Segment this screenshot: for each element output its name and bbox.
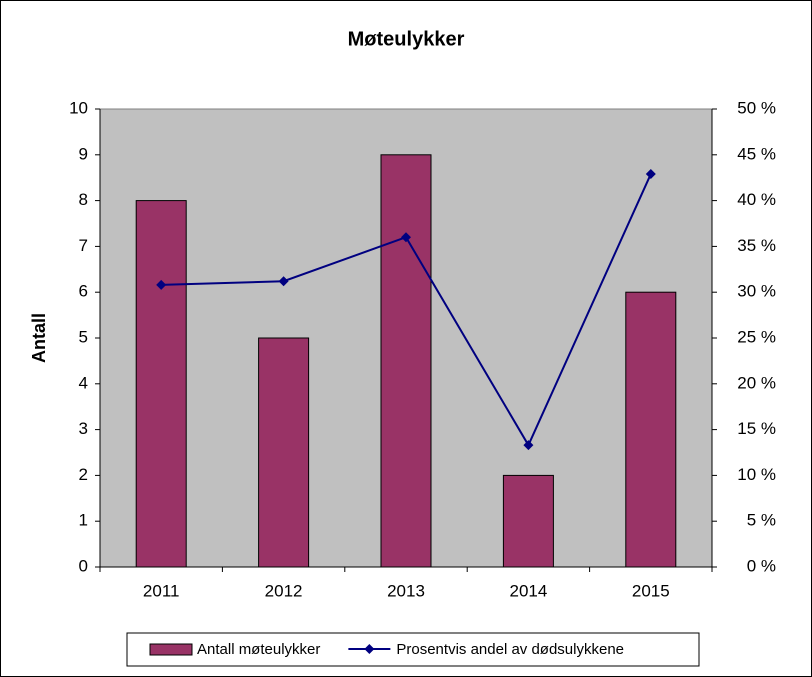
x-tick-label: 2014 bbox=[509, 581, 547, 600]
x-tick-label: 2012 bbox=[265, 581, 303, 600]
bar bbox=[258, 337, 310, 568]
y2-tick-label: 30 % bbox=[737, 282, 776, 301]
y-tick-label: 1 bbox=[79, 511, 88, 530]
y2-tick-label: 5 % bbox=[747, 511, 776, 530]
y2-tick-label: 45 % bbox=[737, 144, 776, 163]
y-tick-label: 3 bbox=[79, 419, 88, 438]
y2-tick-label: 15 % bbox=[737, 419, 776, 438]
y-axis-title: Antall bbox=[29, 313, 49, 363]
x-tick-label: 2013 bbox=[387, 581, 425, 600]
y-tick-label: 8 bbox=[79, 190, 88, 209]
marker bbox=[156, 279, 167, 290]
y-tick-label: 6 bbox=[79, 282, 88, 301]
legend-label: Antall møteulykker bbox=[197, 641, 320, 658]
marker bbox=[401, 232, 411, 243]
marker bbox=[523, 440, 534, 451]
y2-tick-label: 0 % bbox=[747, 556, 776, 575]
legend-box bbox=[126, 632, 700, 667]
chart-title: Møteulykker bbox=[348, 28, 465, 50]
bar bbox=[380, 154, 432, 568]
x-tick-label: 2015 bbox=[632, 581, 670, 600]
x-tick-label: 2011 bbox=[143, 581, 180, 600]
y-tick-label: 9 bbox=[79, 144, 88, 163]
y-tick-label: 2 bbox=[79, 465, 88, 484]
y2-tick-label: 35 % bbox=[737, 236, 776, 255]
y2-tick-label: 10 % bbox=[737, 465, 776, 484]
y2-tick-label: 20 % bbox=[737, 373, 776, 392]
legend-marker bbox=[364, 644, 375, 654]
y-tick-label: 10 bbox=[69, 98, 88, 117]
legend-swatch bbox=[149, 643, 193, 656]
y2-tick-label: 25 % bbox=[737, 327, 776, 346]
y-tick-label: 7 bbox=[79, 236, 88, 255]
y2-tick-label: 50 % bbox=[737, 98, 776, 117]
y-tick-label: 5 bbox=[79, 327, 88, 346]
bar bbox=[625, 291, 677, 568]
marker bbox=[645, 169, 656, 180]
marker bbox=[278, 276, 289, 287]
y2-tick-label: 40 % bbox=[737, 190, 776, 209]
legend-label: Prosentvis andel av dødsulykkene bbox=[396, 641, 624, 658]
bar bbox=[135, 200, 187, 568]
y-tick-label: 4 bbox=[79, 373, 88, 392]
y-tick-label: 0 bbox=[79, 556, 88, 575]
bar bbox=[502, 474, 554, 568]
